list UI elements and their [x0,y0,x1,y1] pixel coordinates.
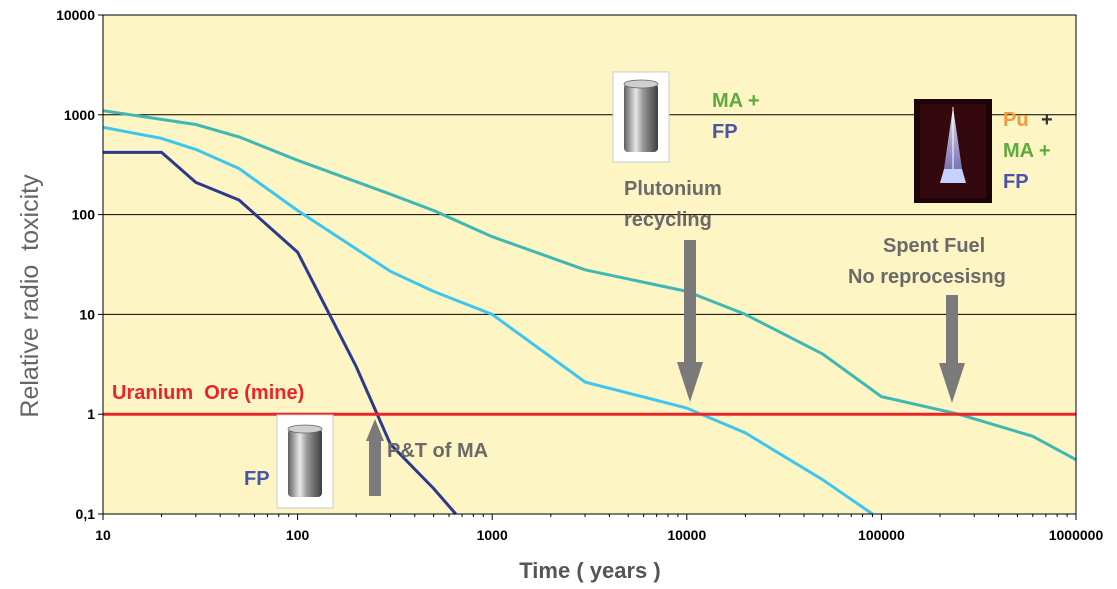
spent-fuel-label-line2: No reprocesisng [848,266,1006,288]
series-lines [102,109,1077,516]
p-and-t-label: P&T of MA [387,440,488,462]
spent-fuel-arrow [939,295,965,403]
fuel-assembly-picture [914,99,992,203]
y-tick-label: 1000 [64,107,95,123]
series-line-spent_fuel [102,109,1077,462]
fuel-canister-picture [612,71,670,163]
y-tick-label: 0,1 [76,506,96,522]
series-line-fp [103,150,457,515]
ma-label: MA + [712,90,760,112]
plot-border [102,14,1077,515]
plus-sign: + [1041,109,1053,131]
y-axis-title: Relative radio toxicity [16,174,44,418]
x-tick-label: 1000 [477,527,508,543]
ma-label-2: MA + [1003,140,1051,162]
fp-label-2: FP [712,121,738,143]
x-tick-label: 1000000 [1049,527,1104,543]
arrows [366,240,965,496]
x-tick-label: 100 [286,527,310,543]
uranium-ore-label: Uranium Ore (mine) [112,382,304,404]
plutonium-recycling-label-line1: Plutonium [624,178,722,200]
y-tick-label: 10000 [56,7,95,23]
spent-fuel-label-line1: Spent Fuel [883,235,985,257]
x-tick-label: 10000 [667,527,706,543]
y-tick-label: 100 [72,207,96,223]
y-tick-label: 10 [79,306,95,322]
series-line-pu_recycling [102,125,874,516]
plutonium-recycling-label-line2: recycling [624,209,712,231]
tick-labels: 0,1 1 10 100 1000 10000 10 100 1000 10000 100000 10… [56,7,1103,543]
pu-label: Pu [1003,109,1029,131]
plutonium-recycling-arrow [677,240,703,402]
plot-area [103,15,1076,514]
fp-label: FP [244,468,270,490]
fuel-canister-picture [276,414,334,509]
p-and-t-arrow [366,419,384,496]
y-tick-label: 1 [87,406,95,422]
fp-label-3: FP [1003,171,1029,193]
x-axis-title: Time ( years ) [519,558,660,583]
x-tick-label: 10 [95,527,111,543]
x-tick-label: 100000 [858,527,905,543]
